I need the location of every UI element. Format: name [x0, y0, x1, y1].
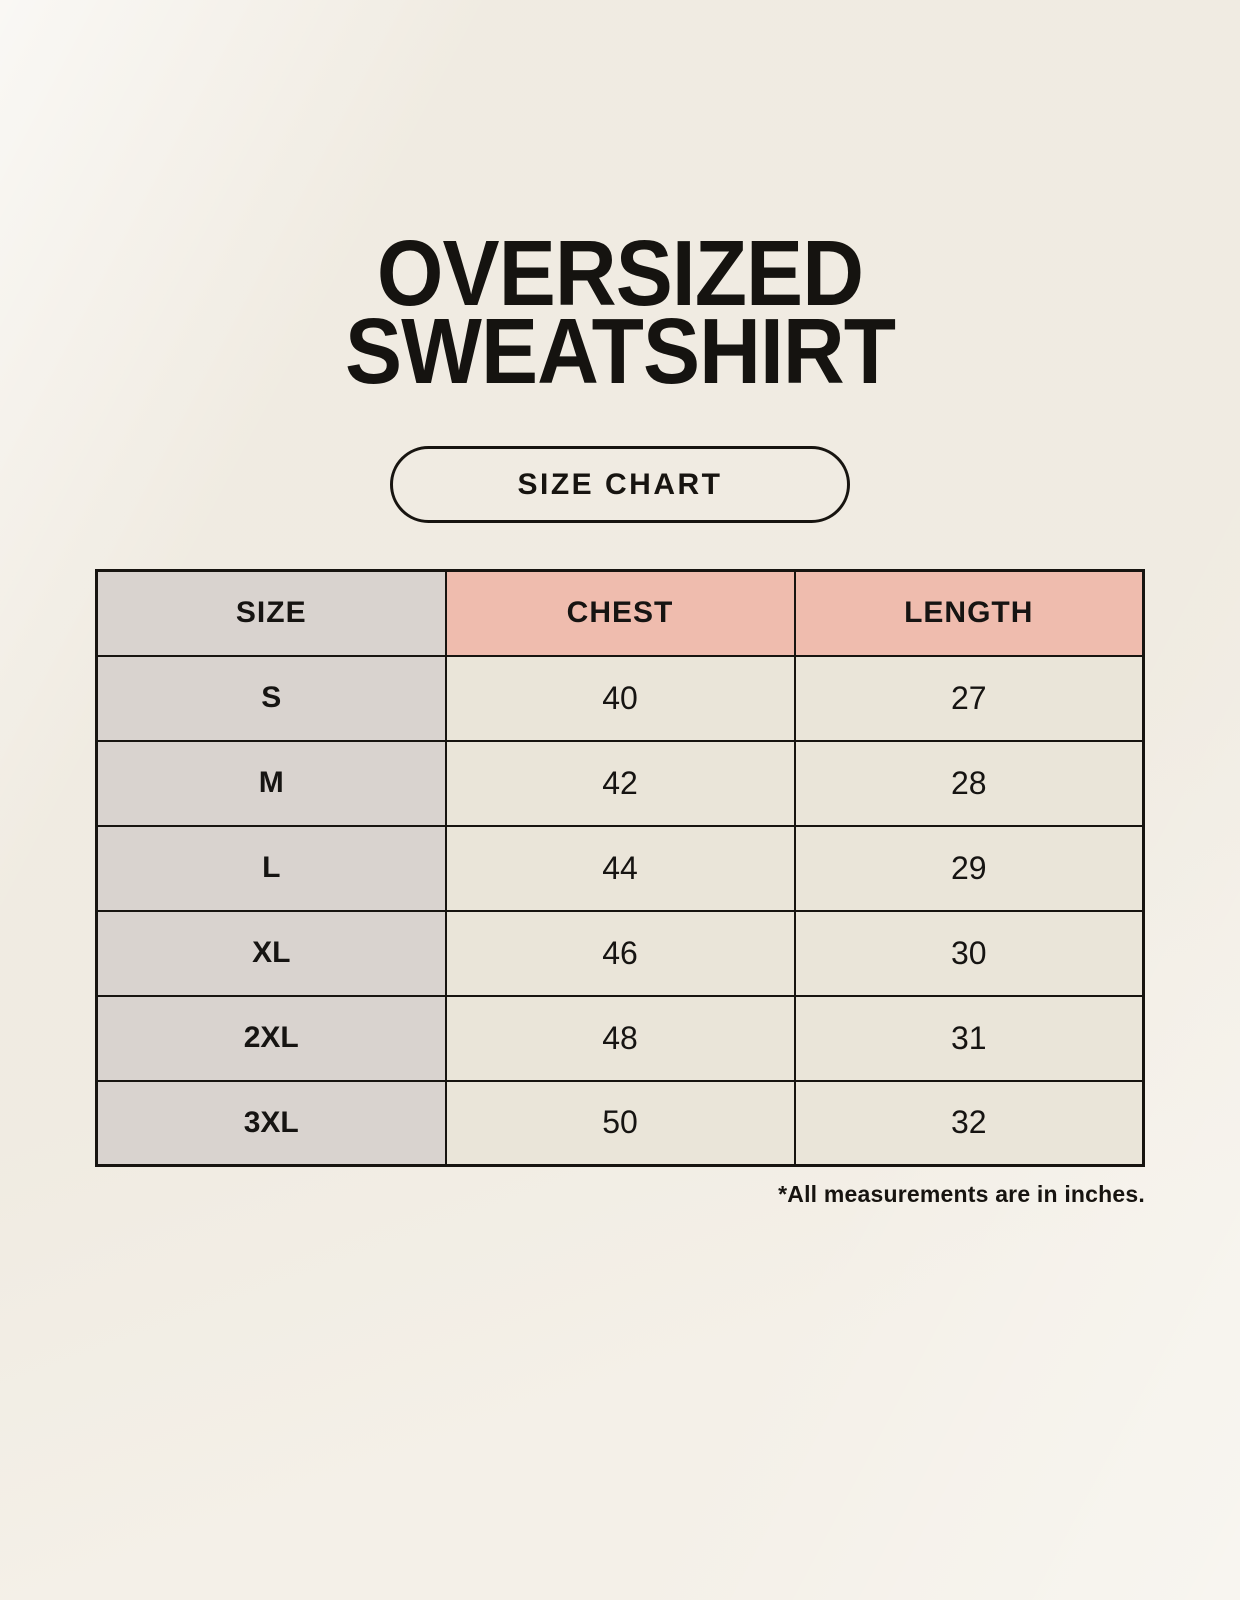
length-value: 29: [793, 824, 1145, 912]
chest-value: 44: [444, 824, 796, 912]
page-title-line-2: SWEATSHIRT: [344, 299, 896, 404]
column-header-chest: CHEST: [444, 569, 796, 657]
length-value: 32: [793, 1079, 1145, 1167]
table-row-s: S 40 27: [95, 654, 1145, 742]
size-chart-badge: SIZE CHART: [390, 446, 850, 524]
table-row-l: L 44 29: [95, 824, 1145, 912]
length-value: 31: [793, 994, 1145, 1082]
page-title: OVERSIZED SWEATSHIRT: [50, 0, 1191, 404]
size-table-header-row: SIZE CHEST LENGTH: [95, 569, 1145, 657]
chest-value: 42: [444, 739, 796, 827]
table-row-2xl: 2XL 48 31: [95, 994, 1145, 1082]
column-header-length: LENGTH: [793, 569, 1145, 657]
size-label: M: [95, 739, 447, 827]
size-table: SIZE CHEST LENGTH S 40 27 M 42 28 L 44 2…: [95, 569, 1145, 1168]
column-header-size: SIZE: [95, 569, 447, 657]
size-chart-badge-label: SIZE CHART: [517, 467, 723, 501]
chest-value: 50: [444, 1079, 796, 1167]
length-value: 28: [793, 739, 1145, 827]
size-label: XL: [95, 909, 447, 997]
size-label: 3XL: [95, 1079, 447, 1167]
length-value: 30: [793, 909, 1145, 997]
chest-value: 46: [444, 909, 796, 997]
size-label: 2XL: [95, 994, 447, 1082]
size-label: L: [95, 824, 447, 912]
chest-value: 48: [444, 994, 796, 1082]
table-row-xl: XL 46 30: [95, 909, 1145, 997]
measurements-footnote: *All measurements are in inches.: [778, 1181, 1145, 1208]
page-title-line-1: OVERSIZED: [376, 221, 864, 325]
table-row-3xl: 3XL 50 32: [95, 1079, 1145, 1167]
length-value: 27: [793, 654, 1145, 742]
size-label: S: [95, 654, 447, 742]
chest-value: 40: [444, 654, 796, 742]
table-row-m: M 42 28: [95, 739, 1145, 827]
